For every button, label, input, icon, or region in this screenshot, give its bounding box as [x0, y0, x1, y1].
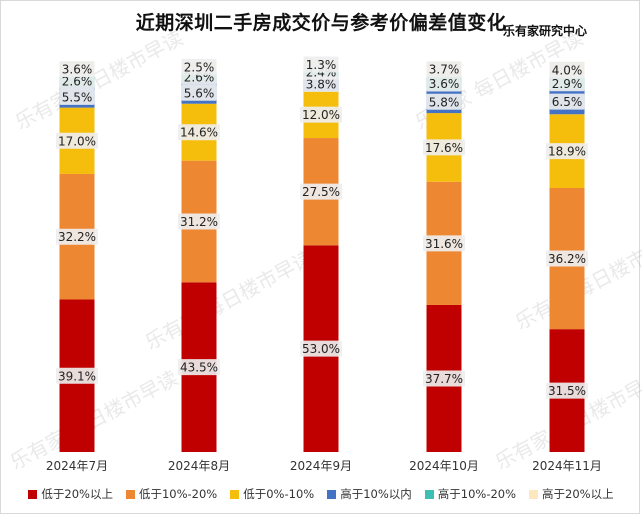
data-label: 3.6% — [429, 77, 460, 91]
data-label: 17.0% — [58, 134, 96, 148]
legend-swatch — [28, 489, 38, 499]
data-label: 5.6% — [184, 86, 215, 100]
legend-item: 低于0%-10% — [230, 486, 314, 502]
category-tick-label: 2024年11月 — [532, 459, 602, 473]
category-tick-label: 2024年10月 — [409, 459, 479, 473]
data-label-background — [549, 61, 585, 78]
chart-title: 近期深圳二手房成交价与参考价偏差值变化 — [135, 12, 507, 34]
legend-label: 低于0%-10% — [243, 487, 315, 501]
legend-swatch — [125, 489, 135, 499]
data-label-background — [59, 88, 95, 105]
data-label: 32.2% — [58, 230, 96, 244]
legend-swatch — [230, 489, 240, 499]
data-label: 37.7% — [425, 372, 463, 386]
data-label: 1.3% — [306, 58, 337, 72]
data-label: 12.0% — [302, 108, 340, 122]
data-label-background — [181, 58, 217, 75]
data-label: 14.6% — [180, 126, 218, 140]
data-label-background — [178, 124, 220, 141]
legend-label: 高于10%以内 — [340, 487, 412, 501]
data-label: 2.6% — [62, 75, 93, 89]
data-label: 5.8% — [429, 95, 460, 109]
data-label-background — [426, 61, 462, 78]
data-label: 5.5% — [62, 90, 93, 104]
data-label-background — [549, 93, 585, 110]
legend-label: 低于10%-20% — [138, 487, 218, 501]
data-label-background — [178, 213, 220, 230]
legend-swatch — [327, 489, 337, 499]
legend-item: 低于10%-20% — [125, 486, 218, 502]
data-label-background — [56, 132, 98, 149]
data-label-background — [423, 370, 465, 387]
source-label: 乐有家研究中心 — [503, 24, 588, 38]
data-label: 3.7% — [429, 63, 460, 77]
data-label: 31.5% — [548, 384, 586, 398]
data-label-background — [300, 340, 342, 357]
legend-item: 高于10%-20% — [424, 486, 517, 502]
category-axis: 2024年7月 2024年8月 2024年9月 2024年10月 2024年11月 — [46, 459, 602, 473]
legend-item: 高于20%以上 — [529, 486, 614, 502]
data-label: 3.8% — [306, 77, 337, 91]
data-label-background — [549, 75, 585, 92]
data-label: 4.0% — [552, 63, 583, 77]
data-label: 43.5% — [180, 361, 218, 375]
data-label-background — [546, 143, 588, 160]
data-label: 3.6% — [62, 63, 93, 77]
category-tick-label: 2024年9月 — [290, 459, 352, 473]
data-label: 18.9% — [548, 145, 586, 159]
data-label-background — [303, 56, 339, 73]
legend-swatch — [529, 489, 539, 499]
data-label-background — [300, 106, 342, 123]
data-label-background — [423, 235, 465, 252]
legend-label: 高于10%-20% — [437, 487, 517, 501]
data-label-background — [303, 75, 339, 92]
category-tick-label: 2024年7月 — [46, 459, 108, 473]
data-label-background — [300, 183, 342, 200]
legend-label: 低于20%以上 — [41, 487, 113, 501]
data-label: 39.1% — [58, 369, 96, 383]
data-label-background — [59, 61, 95, 78]
data-label-background — [181, 84, 217, 101]
data-label: 2.9% — [552, 77, 583, 91]
data-label-background — [423, 139, 465, 156]
category-tick-label: 2024年8月 — [168, 459, 230, 473]
legend: 低于20%以上 低于10%-20% 低于0%-10% 高于10%以内 高于10%-20%… — [0, 486, 642, 502]
data-label: 17.6% — [425, 141, 463, 155]
data-label: 2.5% — [184, 60, 215, 74]
legend-swatch — [424, 489, 434, 499]
watermark-text: 乐有家 每日楼市早读 — [141, 246, 317, 355]
data-label-background — [426, 75, 462, 92]
data-label-background — [59, 73, 95, 90]
data-label: 31.6% — [425, 237, 463, 251]
data-label-background — [546, 382, 588, 399]
data-label: 31.2% — [180, 215, 218, 229]
data-label-background — [178, 359, 220, 376]
data-label: 36.2% — [548, 252, 586, 266]
data-label: 6.5% — [552, 95, 583, 109]
legend-item: 低于20%以上 — [28, 486, 113, 502]
data-label-background — [56, 228, 98, 245]
data-label-background — [426, 93, 462, 110]
data-label-background — [546, 250, 588, 267]
data-label: 27.5% — [302, 185, 340, 199]
data-label: 53.0% — [302, 342, 340, 356]
legend-item: 高于10%以内 — [327, 486, 412, 502]
legend-label: 高于20%以上 — [542, 487, 614, 501]
data-labels-layer: 39.1%32.2%17.0%5.5%2.6%3.6%43.5%31.2%14.… — [56, 56, 588, 399]
data-label-background — [56, 367, 98, 384]
watermark-text: 乐有家 每日楼市早读 — [11, 26, 187, 135]
